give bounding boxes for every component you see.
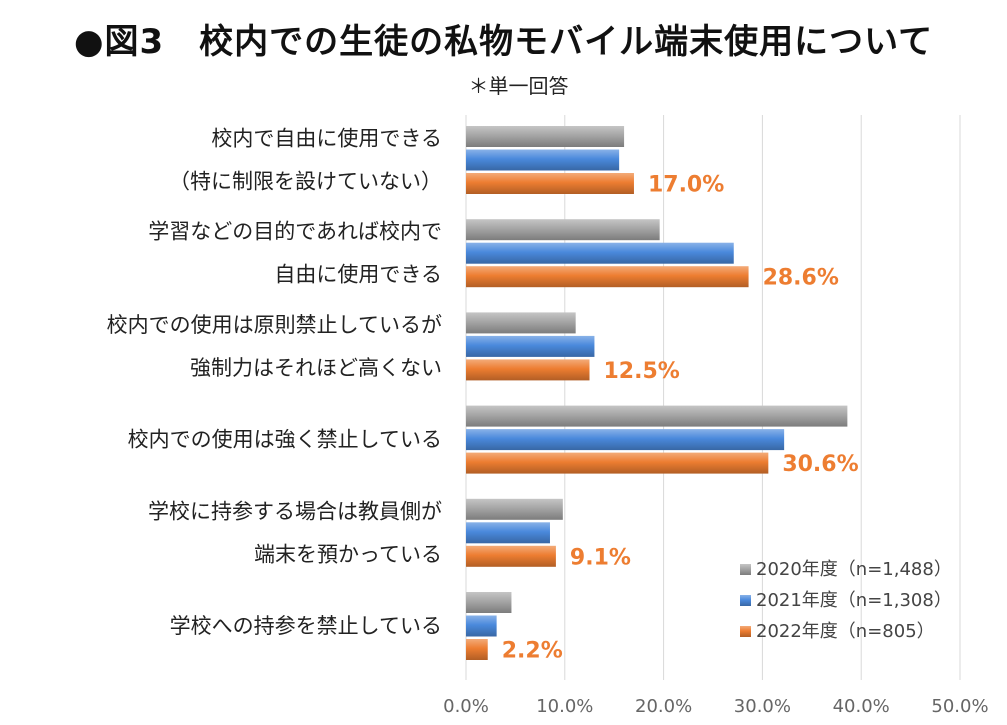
legend-label: 2021年度（n=1,308）: [756, 590, 952, 611]
x-tick-label: 0.0%: [443, 696, 489, 717]
category-label: 校内での使用は強く禁止している: [128, 428, 442, 452]
bar-3-2: [466, 266, 749, 288]
category-label: 強制力はそれほど高くない: [190, 356, 442, 380]
bar-2-5: [466, 522, 550, 544]
legend-label: 2020年度（n=1,488）: [756, 559, 952, 580]
x-tick-label: 20.0%: [635, 696, 692, 717]
x-tick-label: 40.0%: [833, 696, 890, 717]
data-label: 12.5%: [604, 359, 680, 384]
legend-swatch: [740, 595, 751, 606]
legend-swatch: [740, 626, 751, 637]
bar-3-3: [466, 359, 590, 381]
bar-2-3: [466, 335, 595, 357]
bar-3-5: [466, 545, 556, 567]
category-label: （特に制限を設けていない）: [169, 170, 442, 194]
x-tick-label: 50.0%: [931, 696, 988, 717]
data-label: 28.6%: [763, 266, 839, 291]
category-label: 学校への持参を禁止している: [170, 614, 442, 638]
category-label: 学習などの目的であれば校内で: [148, 220, 442, 244]
legend-swatch: [740, 564, 751, 575]
legend-label: 2022年度（n=805）: [756, 621, 935, 642]
bar-1-2: [466, 219, 660, 241]
x-tick-label: 30.0%: [734, 696, 791, 717]
category-label: 学校に持参する場合は教員側が: [148, 499, 442, 523]
bar-1-5: [466, 498, 563, 520]
chart-subtitle: ＊単一回答: [468, 74, 569, 98]
bar-1-6: [466, 592, 512, 613]
chart-title: ●図3 校内での生徒の私物モバイル端末使用について: [73, 22, 934, 62]
data-label: 30.6%: [782, 452, 858, 477]
bar-1-3: [466, 312, 576, 334]
data-label: 9.1%: [570, 545, 631, 570]
bar-1-1: [466, 126, 625, 147]
x-tick-label: 10.0%: [536, 696, 593, 717]
bar-3-1: [466, 173, 634, 194]
bar-1-4: [466, 405, 848, 427]
bar-3-4: [466, 452, 769, 474]
bar-2-2: [466, 242, 734, 264]
data-label: 17.0%: [648, 173, 724, 198]
category-label: 自由に使用できる: [274, 263, 442, 287]
category-label: 校内での使用は原則禁止しているが: [107, 313, 442, 337]
category-label: 端末を預かっている: [254, 542, 442, 566]
bar-3-6: [466, 639, 488, 660]
bar-2-4: [466, 429, 785, 451]
data-label: 2.2%: [502, 639, 563, 664]
category-label: 校内で自由に使用できる: [211, 127, 442, 151]
bar-2-1: [466, 149, 620, 171]
bar-2-6: [466, 615, 497, 637]
